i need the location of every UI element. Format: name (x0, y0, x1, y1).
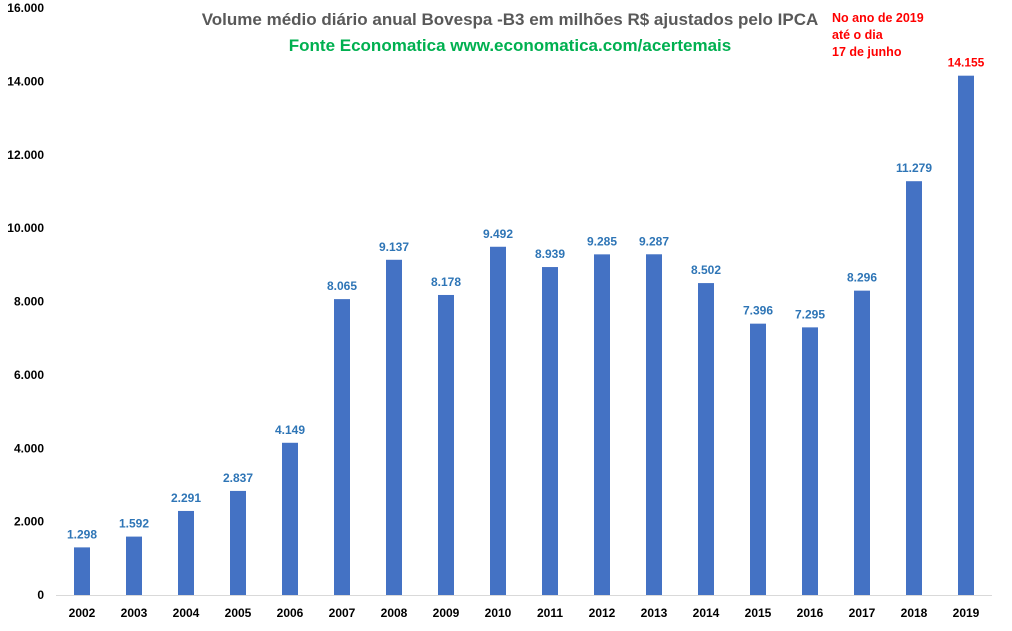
chart-subtitle: Fonte Economatica www.economatica.com/ac… (288, 36, 732, 55)
data-label: 9.285 (587, 234, 617, 248)
annotation-line-1: No ano de 2019 (832, 11, 924, 25)
bar (230, 490, 246, 595)
x-tick-label: 2014 (693, 606, 720, 620)
data-label: 7.396 (743, 304, 773, 318)
x-tick-label: 2008 (381, 606, 408, 620)
x-tick-label: 2002 (69, 606, 96, 620)
bar (542, 267, 558, 595)
x-tick-label: 2009 (433, 606, 460, 620)
bar (490, 246, 506, 595)
y-tick-label: 10.000 (7, 221, 44, 235)
y-tick-label: 16.000 (7, 1, 44, 15)
data-label: 9.287 (639, 234, 669, 248)
data-label: 9.137 (379, 240, 409, 254)
bar (178, 510, 194, 595)
data-label: 9.492 (483, 227, 513, 241)
y-tick-label: 6.000 (14, 368, 44, 382)
bar (646, 254, 662, 595)
x-tick-label: 2017 (849, 606, 876, 620)
data-label: 2.837 (223, 471, 253, 485)
x-tick-label: 2007 (329, 606, 356, 620)
x-tick-label: 2016 (797, 606, 824, 620)
x-tick-label: 2011 (537, 606, 563, 620)
x-tick-label: 2003 (121, 606, 148, 620)
x-tick-label: 2010 (485, 606, 512, 620)
bar (438, 294, 454, 595)
data-label: 8.178 (431, 275, 461, 289)
bar (74, 547, 90, 595)
bar (854, 290, 870, 595)
data-label: 11.279 (896, 161, 932, 175)
y-tick-label: 12.000 (7, 148, 44, 162)
bar (126, 536, 142, 595)
data-label: 1.298 (67, 527, 97, 541)
bar (750, 323, 766, 595)
data-label: 2.291 (171, 491, 201, 505)
chart-title: Volume médio diário anual Bovespa -B3 em… (201, 10, 819, 29)
data-label: 8.296 (847, 271, 877, 285)
data-label: 8.065 (327, 279, 357, 293)
x-tick-label: 2018 (901, 606, 928, 620)
bar (386, 259, 402, 595)
y-tick-label: 8.000 (14, 295, 44, 309)
bar (282, 442, 298, 595)
y-tick-label: 4.000 (14, 441, 44, 455)
annotation-line-2: até o dia (832, 28, 883, 42)
bar (906, 181, 922, 595)
x-tick-label: 2005 (225, 606, 252, 620)
x-tick-label: 2004 (173, 606, 200, 620)
y-tick-label: 0 (37, 588, 44, 602)
annotation-line-3: 17 de junho (832, 45, 902, 59)
data-label: 8.502 (691, 263, 721, 277)
bar (802, 327, 818, 595)
bar (698, 283, 714, 595)
data-label: 8.939 (535, 247, 565, 261)
annotation-note: No ano de 2019 até o dia 17 de junho (832, 10, 962, 61)
x-tick-label: 2019 (953, 606, 980, 620)
data-label: 1.592 (119, 517, 149, 531)
data-label: 7.295 (795, 307, 825, 321)
x-tick-label: 2015 (745, 606, 772, 620)
y-tick-label: 2.000 (14, 515, 44, 529)
y-tick-label: 14.000 (7, 74, 44, 88)
bar (334, 299, 350, 595)
x-tick-label: 2013 (641, 606, 668, 620)
data-label: 14.155 (948, 56, 985, 70)
x-tick-label: 2012 (589, 606, 616, 620)
bar (594, 254, 610, 595)
data-label: 4.149 (275, 423, 305, 437)
x-tick-label: 2006 (277, 606, 304, 620)
bar (958, 75, 974, 596)
